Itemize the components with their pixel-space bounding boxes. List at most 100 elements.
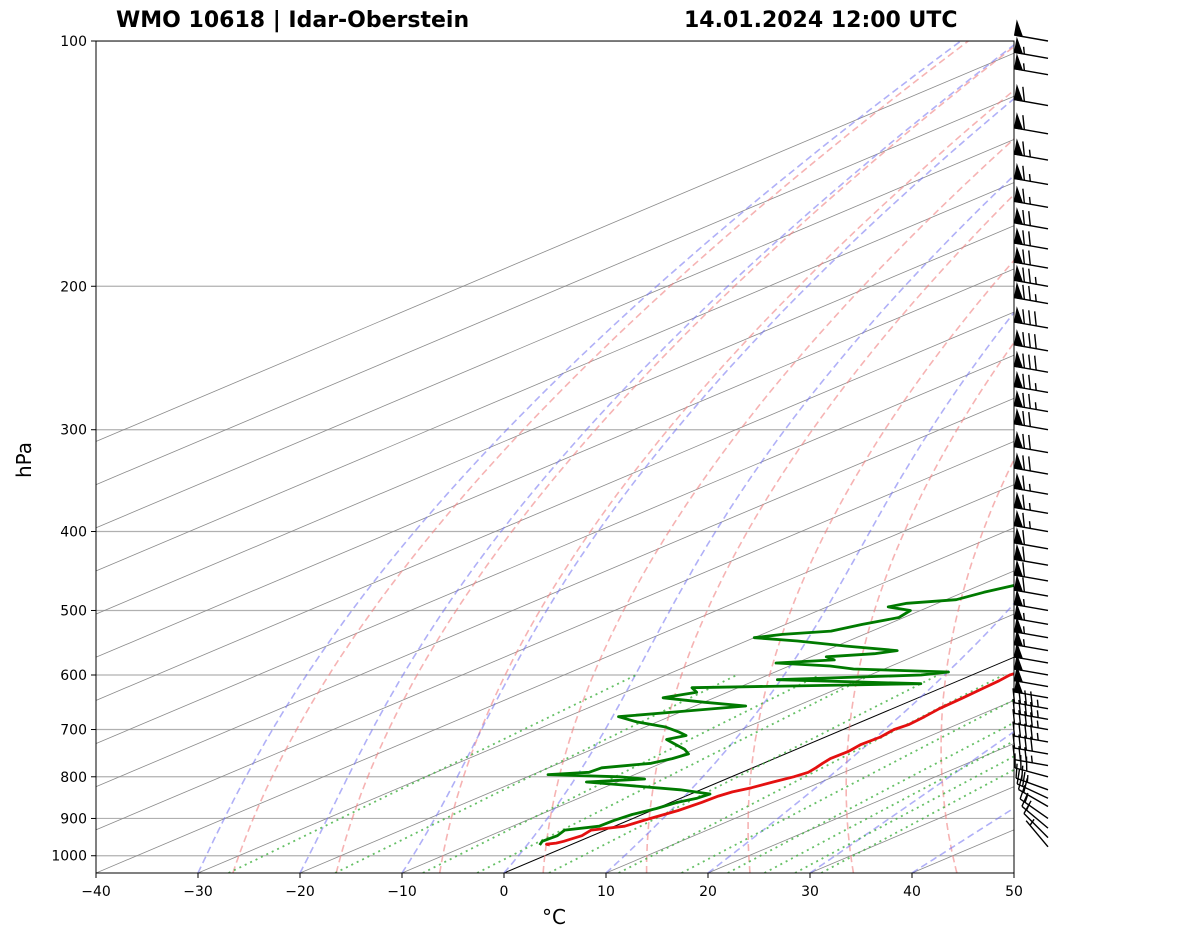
wind-barb bbox=[1013, 185, 1049, 208]
isotherm bbox=[96, 268, 1014, 658]
moist-adiabat bbox=[197, 41, 962, 873]
wind-barb bbox=[1013, 452, 1049, 475]
moist-adiabat bbox=[809, 730, 1014, 873]
wind-barb bbox=[1013, 162, 1049, 186]
wind-barb bbox=[1013, 602, 1049, 626]
moist-adiabat bbox=[605, 311, 1014, 873]
y-tick-label: 100 bbox=[60, 34, 87, 50]
isotherm bbox=[96, 95, 1014, 486]
x-tick-label: −10 bbox=[387, 884, 417, 900]
isotherm bbox=[707, 743, 1014, 873]
wind-barb bbox=[1012, 698, 1049, 720]
dry-adiabat bbox=[940, 457, 1014, 873]
wind-barb bbox=[1013, 491, 1049, 515]
isotherm bbox=[197, 527, 1014, 873]
x-tick-label: 30 bbox=[801, 884, 819, 900]
isotherm bbox=[605, 699, 1014, 873]
dry-adiabat bbox=[845, 341, 1014, 873]
wind-barb bbox=[1013, 329, 1049, 352]
wind-barb bbox=[1013, 370, 1049, 394]
x-axis-label: °C bbox=[542, 905, 566, 929]
wind-barb bbox=[1013, 628, 1049, 652]
dry-adiabat bbox=[747, 259, 1014, 873]
x-tick-label: 10 bbox=[597, 884, 615, 900]
wind-barb bbox=[1013, 408, 1049, 431]
dry-adiabat bbox=[1033, 41, 1181, 873]
chart-title-station: WMO 10618 | Idar-Oberstein bbox=[116, 8, 470, 33]
wind-barb bbox=[1013, 112, 1049, 135]
wind-barb bbox=[1013, 509, 1049, 533]
dry-adiabat bbox=[645, 193, 1014, 873]
wind-barb bbox=[1013, 83, 1049, 107]
wind-barb bbox=[1013, 350, 1049, 373]
y-tick-label: 500 bbox=[60, 603, 87, 619]
dry-adiabat bbox=[335, 45, 1014, 873]
dry-adiabat bbox=[232, 41, 969, 873]
y-tick-label: 700 bbox=[60, 723, 87, 739]
isotherm bbox=[96, 484, 1014, 873]
dry-adiabat bbox=[438, 89, 1014, 873]
moist-adiabat bbox=[707, 602, 1014, 873]
temperature-profile bbox=[545, 672, 1014, 847]
wind-barb bbox=[1013, 36, 1049, 59]
isotherm bbox=[96, 397, 1014, 788]
wind-barb bbox=[1013, 138, 1049, 161]
wind-barb bbox=[1013, 616, 1049, 639]
moist-adiabat bbox=[1013, 872, 1014, 873]
dewpoint-profile bbox=[538, 584, 1014, 846]
y-tick-label: 1000 bbox=[51, 849, 87, 865]
isotherm bbox=[96, 311, 1014, 701]
isotherm bbox=[96, 441, 1014, 831]
chart-title-datetime: 14.01.2024 12:00 UTC bbox=[684, 8, 958, 33]
x-tick-label: 0 bbox=[500, 884, 509, 900]
wind-barb bbox=[1013, 53, 1049, 76]
isotherm bbox=[96, 139, 1014, 529]
wind-barb bbox=[1013, 281, 1049, 305]
wind-barb bbox=[1013, 227, 1049, 250]
isotherm bbox=[96, 354, 1014, 744]
pressure-gridlines bbox=[96, 41, 1014, 857]
wind-barb bbox=[1013, 472, 1049, 495]
y-tick-label: 900 bbox=[60, 811, 87, 827]
wind-barbs bbox=[1012, 19, 1049, 848]
wind-barb bbox=[1016, 769, 1049, 799]
background-lines bbox=[96, 41, 1181, 873]
wind-barb bbox=[1013, 574, 1049, 597]
isotherm bbox=[299, 570, 1014, 873]
wind-barb bbox=[1015, 763, 1049, 791]
x-tick-label: −30 bbox=[183, 884, 213, 900]
wind-barb bbox=[1013, 641, 1049, 664]
y-tick-label: 300 bbox=[60, 423, 87, 439]
wind-barb bbox=[1025, 818, 1049, 848]
isotherm bbox=[96, 225, 1014, 615]
moist-adiabat bbox=[503, 174, 1014, 873]
mixing-ratio-line bbox=[727, 721, 1014, 873]
isotherm bbox=[401, 613, 1014, 873]
mixing-ratio-line bbox=[794, 755, 1014, 873]
dry-adiabat bbox=[542, 137, 1014, 873]
isotherm bbox=[809, 786, 1014, 873]
moist-adiabat bbox=[401, 97, 1014, 873]
wind-barb bbox=[1013, 664, 1049, 688]
wind-barb bbox=[1013, 430, 1049, 454]
plot-frame bbox=[95, 40, 1015, 874]
wind-barb bbox=[1013, 588, 1049, 612]
y-tick-label: 400 bbox=[60, 525, 87, 541]
y-axis-label: hPa bbox=[12, 442, 36, 478]
x-tick-label: −40 bbox=[81, 884, 111, 900]
y-tick-label: 600 bbox=[60, 668, 87, 684]
x-tick-label: −20 bbox=[285, 884, 315, 900]
wind-barb bbox=[1013, 19, 1049, 42]
mixing-ratio-line bbox=[334, 674, 738, 873]
wind-barb bbox=[1013, 306, 1049, 329]
y-tick-label: 800 bbox=[60, 770, 87, 786]
isotherm bbox=[96, 52, 1014, 442]
mixing-ratio-line bbox=[820, 768, 1014, 873]
isotherm bbox=[96, 182, 1014, 572]
x-tick-label: 20 bbox=[699, 884, 717, 900]
wind-barb bbox=[1013, 389, 1049, 413]
axes: −40 −30 −20 −10 0 10 20 30 40 50 100 200 300 400 500 60… bbox=[51, 34, 1023, 900]
dry-adiabat bbox=[1122, 41, 1181, 873]
moist-adiabat bbox=[299, 43, 1014, 873]
